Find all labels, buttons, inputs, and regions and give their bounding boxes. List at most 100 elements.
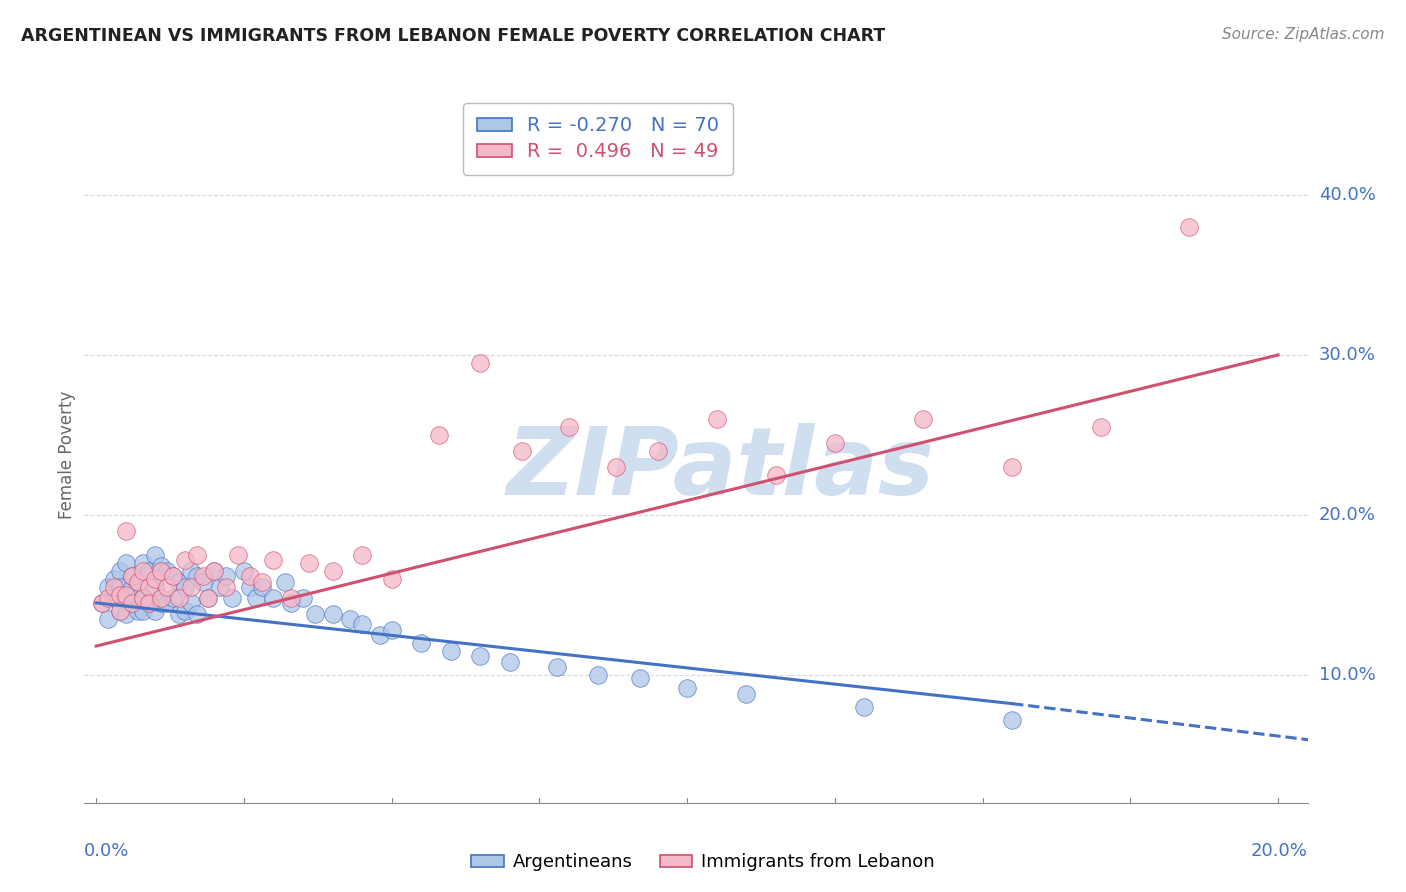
Point [132, 604, 155, 618]
Point [173, 580, 195, 594]
Point [108, 604, 131, 618]
Point [232, 564, 254, 578]
Point [322, 564, 344, 578]
Point [138, 580, 160, 594]
Point [1001, 713, 1024, 727]
Point [605, 459, 627, 474]
Point [298, 556, 321, 570]
Point [114, 591, 136, 605]
Point [167, 607, 190, 621]
Point [121, 568, 143, 582]
Point [162, 568, 184, 582]
Point [143, 580, 166, 594]
Point [381, 623, 404, 637]
Text: 20.0%: 20.0% [1251, 842, 1308, 860]
Point [202, 564, 225, 578]
Point [274, 575, 297, 590]
Point [1001, 459, 1024, 474]
Point [239, 568, 262, 582]
Point [127, 604, 149, 618]
Point [97, 580, 120, 594]
Legend: R = -0.270   N = 70, R =  0.496   N = 49: R = -0.270 N = 70, R = 0.496 N = 49 [463, 103, 733, 175]
Text: ZIPatlas: ZIPatlas [506, 423, 935, 515]
Point [156, 564, 179, 578]
Point [121, 596, 143, 610]
Point [191, 568, 214, 582]
Point [765, 467, 787, 482]
Point [588, 668, 610, 682]
Point [162, 591, 184, 605]
Point [824, 436, 846, 450]
Point [186, 548, 208, 562]
Point [180, 596, 202, 610]
Point [114, 588, 136, 602]
Point [143, 548, 166, 562]
Point [209, 580, 232, 594]
Point [912, 412, 935, 426]
Point [103, 580, 125, 594]
Y-axis label: Female Poverty: Female Poverty [58, 391, 76, 519]
Point [352, 616, 374, 631]
Point [352, 548, 374, 562]
Point [262, 591, 284, 605]
Point [197, 591, 219, 605]
Point [127, 591, 149, 605]
Point [97, 591, 120, 605]
Point [167, 591, 190, 605]
Point [381, 572, 404, 586]
Text: ARGENTINEAN VS IMMIGRANTS FROM LEBANON FEMALE POVERTY CORRELATION CHART: ARGENTINEAN VS IMMIGRANTS FROM LEBANON F… [21, 27, 886, 45]
Point [1090, 420, 1112, 434]
Point [186, 568, 208, 582]
Point [546, 660, 568, 674]
Point [368, 628, 391, 642]
Point [132, 591, 155, 605]
Point [108, 580, 131, 594]
Point [150, 559, 173, 574]
Point [510, 444, 533, 458]
Point [853, 699, 876, 714]
Point [138, 596, 160, 610]
Point [180, 564, 202, 578]
Point [121, 596, 143, 610]
Point [173, 552, 195, 566]
Point [280, 591, 302, 605]
Point [186, 607, 208, 621]
Point [103, 591, 125, 605]
Point [127, 575, 149, 590]
Point [1178, 219, 1201, 234]
Point [97, 612, 120, 626]
Point [143, 572, 166, 586]
Point [150, 591, 173, 605]
Point [91, 596, 114, 610]
Point [150, 596, 173, 610]
Point [108, 564, 131, 578]
Point [91, 596, 114, 610]
Point [676, 681, 699, 695]
Point [132, 591, 155, 605]
Point [114, 524, 136, 538]
Point [427, 428, 450, 442]
Point [150, 564, 173, 578]
Point [138, 596, 160, 610]
Point [239, 580, 262, 594]
Text: 10.0%: 10.0% [1319, 665, 1375, 684]
Point [647, 444, 669, 458]
Point [322, 607, 344, 621]
Point [156, 596, 179, 610]
Point [706, 412, 728, 426]
Point [191, 575, 214, 590]
Point [339, 612, 361, 626]
Point [138, 564, 160, 578]
Text: 0.0%: 0.0% [84, 842, 129, 860]
Text: Source: ZipAtlas.com: Source: ZipAtlas.com [1222, 27, 1385, 42]
Point [114, 607, 136, 621]
Point [245, 591, 267, 605]
Point [114, 556, 136, 570]
Point [180, 580, 202, 594]
Point [121, 568, 143, 582]
Text: 20.0%: 20.0% [1319, 506, 1375, 524]
Point [197, 591, 219, 605]
Point [173, 604, 195, 618]
Text: 30.0%: 30.0% [1319, 346, 1375, 364]
Point [162, 568, 184, 582]
